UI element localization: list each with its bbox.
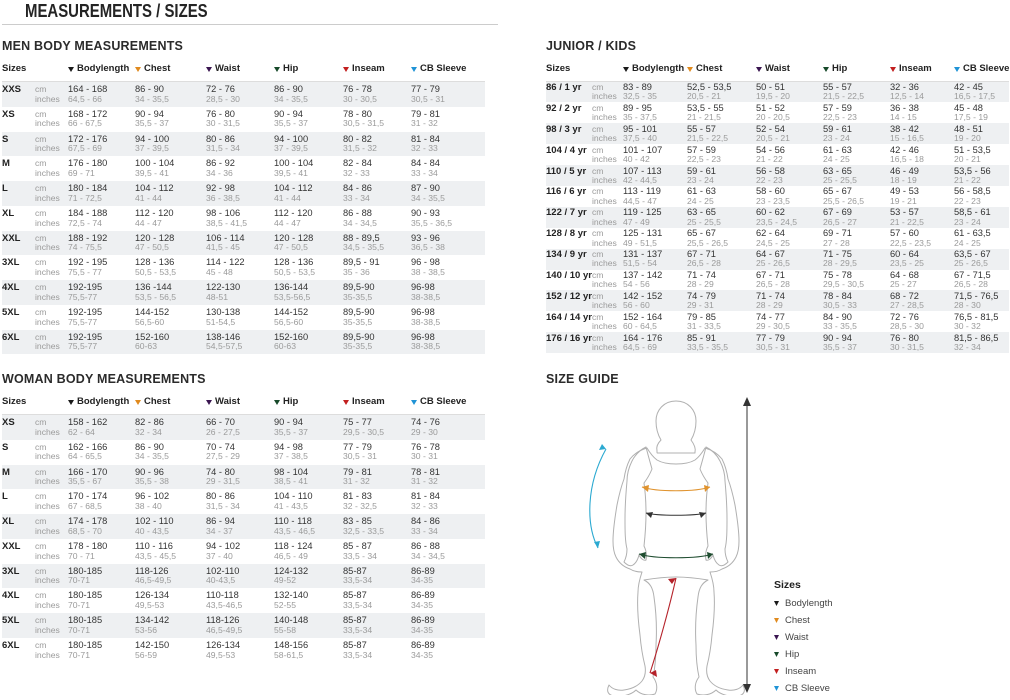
svg-text:Hip: Hip (785, 649, 799, 660)
svg-text:CB Sleeve: CB Sleeve (785, 683, 830, 694)
svg-text:Inseam: Inseam (785, 666, 816, 677)
svg-text:Sizes: Sizes (774, 579, 801, 591)
svg-text:Chest: Chest (785, 615, 810, 626)
svg-text:Bodylength: Bodylength (785, 598, 833, 609)
svg-text:Waist: Waist (785, 632, 809, 643)
